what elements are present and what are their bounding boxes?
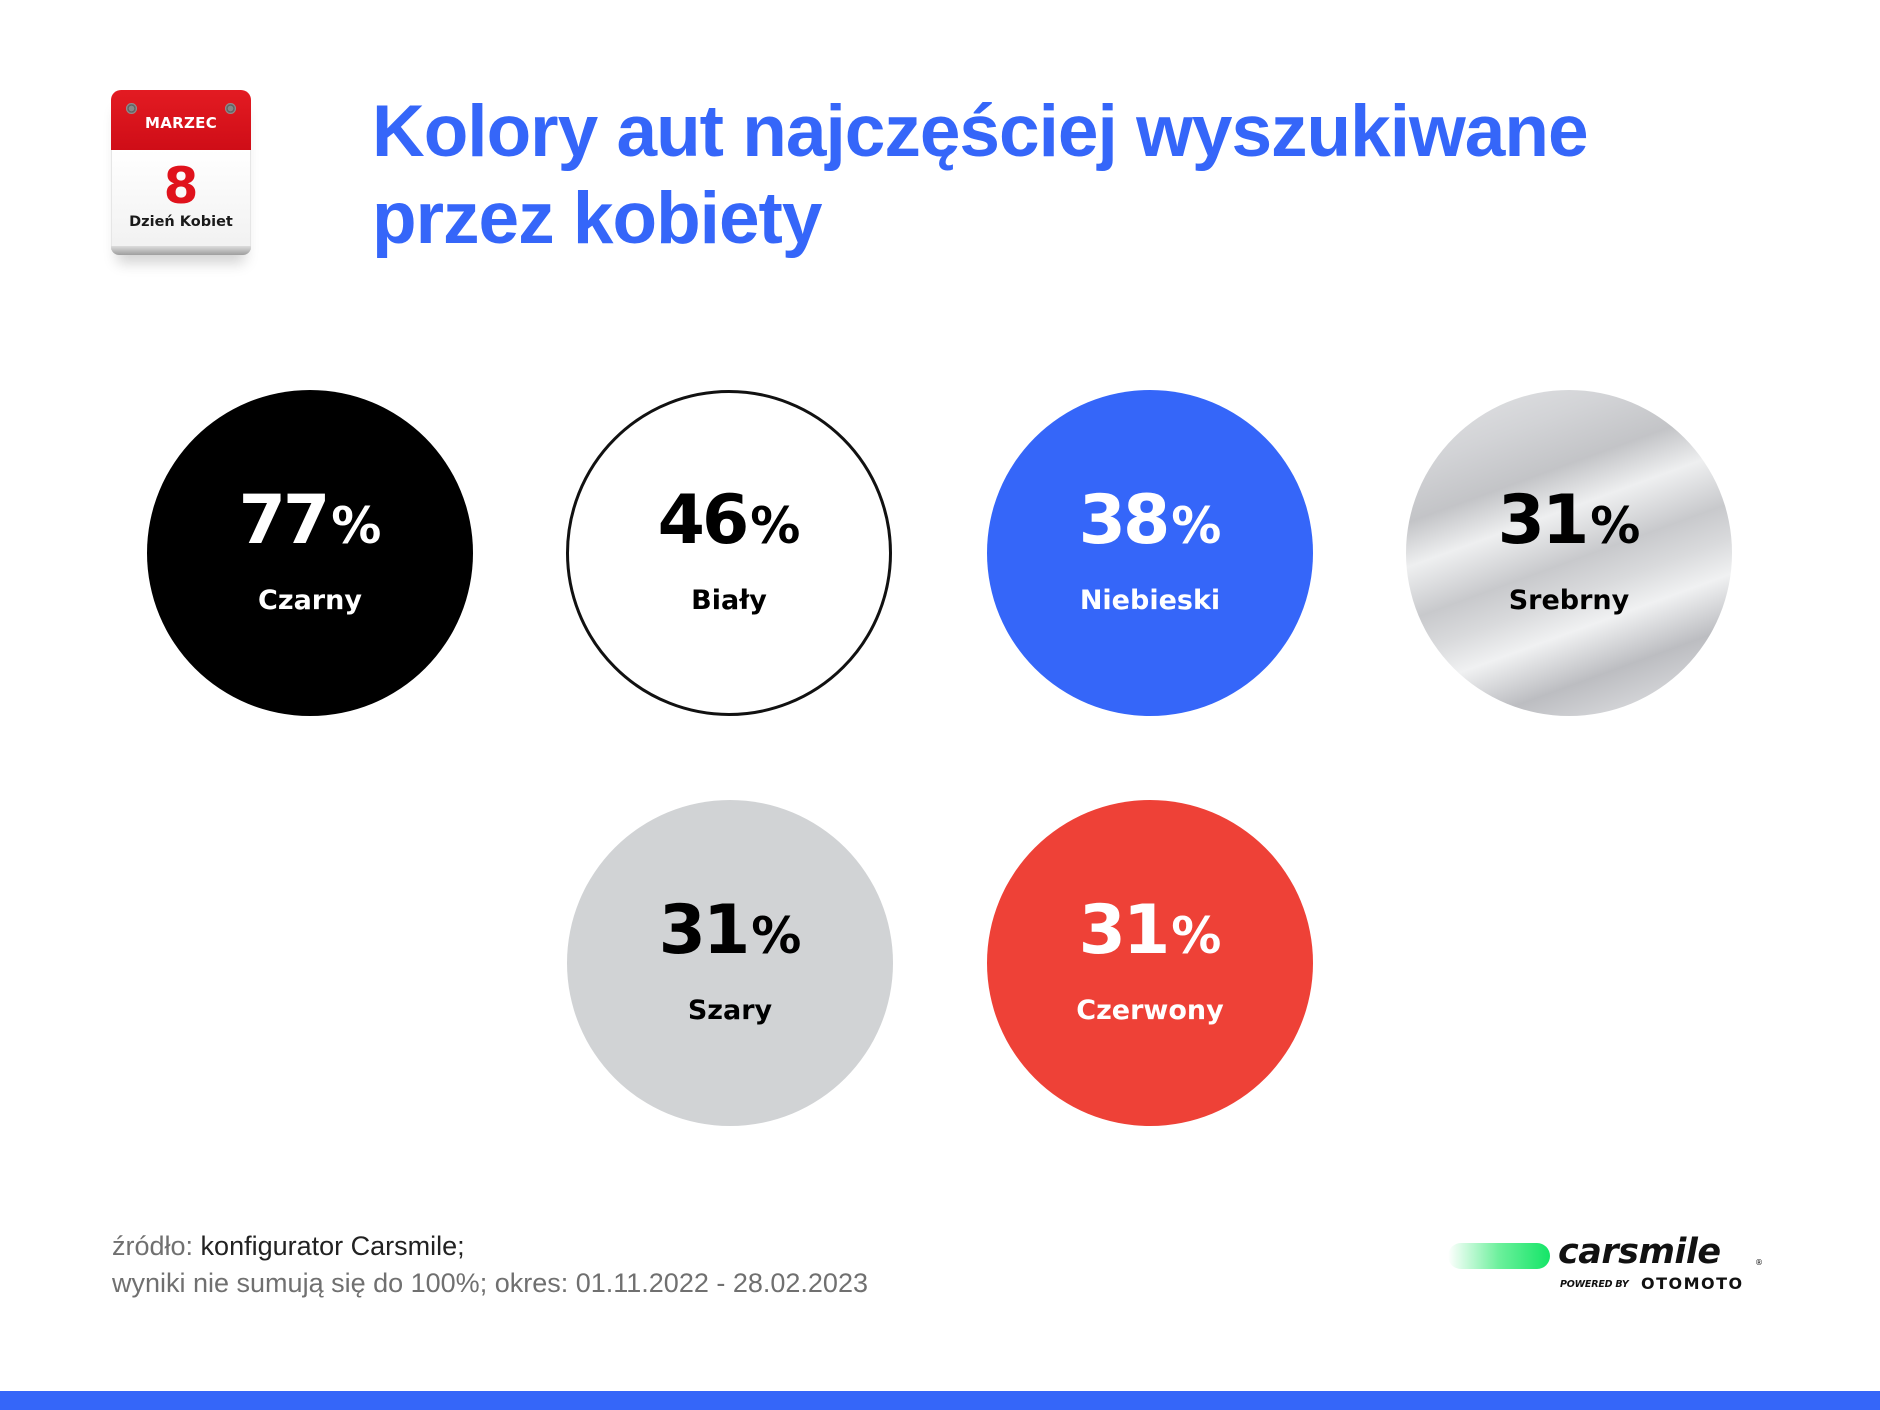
source-prefix: źródło: — [112, 1231, 201, 1261]
logo-swoosh-icon — [1448, 1243, 1550, 1269]
color-label: Srebrny — [1508, 585, 1630, 616]
calendar-day: 8 — [163, 157, 199, 215]
source-name: konfigurator Carsmile; — [200, 1231, 465, 1261]
color-circle-blue: 38% Niebieski — [987, 390, 1313, 716]
percentage-value: 46% — [657, 481, 801, 560]
period-note: wyniki nie sumują się do 100%; okres: 01… — [112, 1268, 868, 1298]
calendar-ring-icon — [225, 103, 236, 114]
bottom-accent-bar — [0, 1391, 1880, 1410]
calendar-label: Dzień Kobiet — [129, 214, 233, 230]
color-label: Czerwony — [1076, 995, 1224, 1026]
color-label: Czarny — [258, 585, 362, 616]
calendar-month: MARZEC — [144, 114, 218, 132]
calendar-base — [111, 246, 251, 255]
logo-partner: OTOMOTO — [1641, 1274, 1744, 1293]
color-circle-white: 46% Biały — [566, 390, 892, 716]
color-circle-red: 31% Czerwony — [987, 800, 1313, 1126]
percentage-value: 77% — [238, 481, 382, 560]
logo-brand: carsmile — [1558, 1232, 1721, 1272]
percentage-value: 31% — [658, 891, 802, 970]
color-circle-silver: 31% Srebrny — [1406, 390, 1732, 716]
percentage-value: 31% — [1078, 891, 1222, 970]
source-note: źródło: konfigurator Carsmile; wyniki ni… — [112, 1228, 868, 1302]
registered-mark: ® — [1755, 1258, 1763, 1267]
percentage-value: 38% — [1078, 481, 1222, 560]
percentage-value: 31% — [1497, 481, 1641, 560]
color-circle-black: 77% Czarny — [147, 390, 473, 716]
calendar-header: MARZEC — [111, 90, 251, 153]
color-label: Biały — [691, 585, 767, 616]
calendar-icon: MARZEC 8 Dzień Kobiet — [111, 90, 251, 255]
source-line: źródło: konfigurator Carsmile; — [112, 1228, 868, 1265]
color-circle-grey: 31% Szary — [567, 800, 893, 1126]
carsmile-logo: carsmile ® POWERED BY OTOMOTO — [1448, 1232, 1768, 1306]
page-title: Kolory aut najczęściej wyszukiwane przez… — [372, 91, 1589, 259]
calendar-page — [111, 150, 251, 250]
color-label: Niebieski — [1079, 585, 1221, 616]
logo-powered-by: POWERED BY — [1560, 1279, 1629, 1290]
color-label: Szary — [687, 995, 773, 1026]
calendar-ring-icon — [126, 103, 137, 114]
